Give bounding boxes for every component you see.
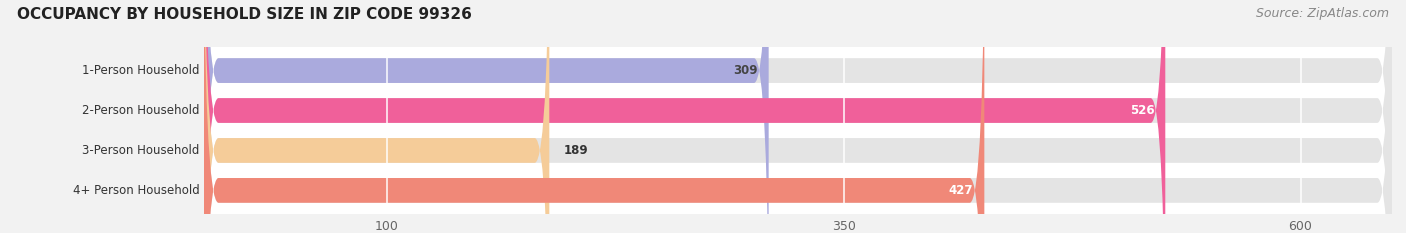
Text: 2-Person Household: 2-Person Household xyxy=(83,104,200,117)
Text: 526: 526 xyxy=(1129,104,1154,117)
FancyBboxPatch shape xyxy=(204,0,1392,233)
FancyBboxPatch shape xyxy=(204,0,1392,233)
FancyBboxPatch shape xyxy=(204,0,1392,233)
FancyBboxPatch shape xyxy=(204,0,1166,233)
Text: 427: 427 xyxy=(949,184,973,197)
Text: 3-Person Household: 3-Person Household xyxy=(83,144,200,157)
FancyBboxPatch shape xyxy=(204,0,769,233)
Text: 189: 189 xyxy=(564,144,589,157)
FancyBboxPatch shape xyxy=(204,0,550,233)
Text: 309: 309 xyxy=(733,64,758,77)
FancyBboxPatch shape xyxy=(204,0,984,233)
Text: OCCUPANCY BY HOUSEHOLD SIZE IN ZIP CODE 99326: OCCUPANCY BY HOUSEHOLD SIZE IN ZIP CODE … xyxy=(17,7,472,22)
Text: Source: ZipAtlas.com: Source: ZipAtlas.com xyxy=(1256,7,1389,20)
FancyBboxPatch shape xyxy=(204,0,1392,233)
Text: 4+ Person Household: 4+ Person Household xyxy=(73,184,200,197)
Text: 1-Person Household: 1-Person Household xyxy=(83,64,200,77)
